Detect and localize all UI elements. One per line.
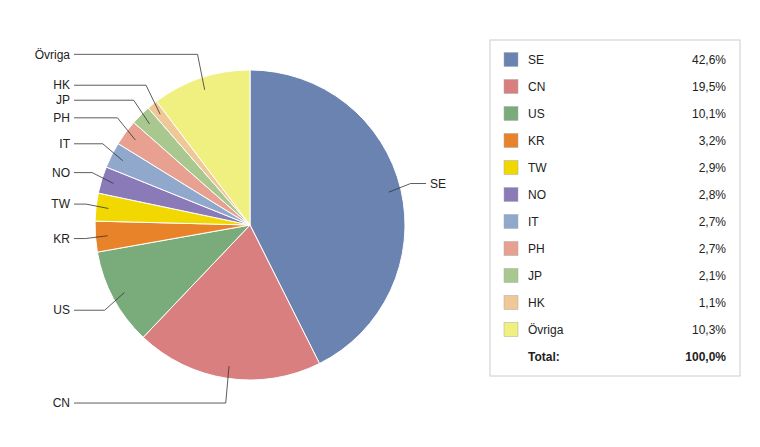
legend-label: PH bbox=[528, 242, 545, 256]
leader-line bbox=[74, 173, 114, 184]
slice-label: NO bbox=[52, 166, 70, 180]
chart: SECNUSKRTWNOITPHJPHKÖvrigaSE42,6%CN19,5%… bbox=[0, 0, 760, 447]
pie-slice bbox=[95, 221, 250, 252]
legend-swatch bbox=[504, 296, 518, 310]
legend-label: HK bbox=[528, 296, 545, 310]
legend-swatch bbox=[504, 134, 518, 148]
slice-label: CN bbox=[53, 396, 70, 410]
legend-label: NO bbox=[528, 188, 546, 202]
legend-value: 2,1% bbox=[699, 269, 727, 283]
slice-label: PH bbox=[53, 111, 70, 125]
legend-label: SE bbox=[528, 53, 544, 67]
legend-label: US bbox=[528, 107, 545, 121]
legend-value: 10,1% bbox=[692, 107, 726, 121]
slice-label: KR bbox=[53, 232, 70, 246]
legend-total-label: Total: bbox=[528, 350, 560, 364]
leader-line bbox=[74, 100, 149, 124]
legend-label: JP bbox=[528, 269, 542, 283]
legend-swatch bbox=[504, 269, 518, 283]
leader-line bbox=[74, 118, 135, 140]
slice-label: TW bbox=[51, 197, 70, 211]
leader-line bbox=[74, 144, 123, 161]
leader-line bbox=[74, 204, 108, 208]
leader-line bbox=[74, 236, 108, 239]
legend-swatch bbox=[504, 188, 518, 202]
legend: SE 42,6% CN 19,5% US 10,1% KR 3,2% TW 2,9% NO 2,8% I… bbox=[490, 40, 740, 376]
legend-box bbox=[490, 40, 740, 376]
leader-line bbox=[74, 366, 229, 403]
slice-labels: SE CN US KR TW NO IT PH JPHK Övriga bbox=[35, 48, 446, 411]
legend-swatch bbox=[504, 215, 518, 229]
legend-label: CN bbox=[528, 80, 545, 94]
leader-line bbox=[74, 293, 124, 311]
legend-value: 3,2% bbox=[699, 134, 727, 148]
pie bbox=[95, 70, 405, 380]
legend-swatch bbox=[504, 323, 518, 337]
leader-line bbox=[389, 184, 426, 193]
legend-swatch bbox=[504, 107, 518, 121]
legend-label: TW bbox=[528, 161, 547, 175]
legend-value: 2,9% bbox=[699, 161, 727, 175]
legend-swatch bbox=[504, 161, 518, 175]
legend-label: KR bbox=[528, 134, 545, 148]
legend-value: 19,5% bbox=[692, 80, 726, 94]
pie-slice bbox=[157, 70, 250, 225]
slice-label: JP bbox=[56, 93, 70, 107]
legend-label: Övriga bbox=[528, 323, 564, 337]
legend-value: 42,6% bbox=[692, 53, 726, 67]
legend-swatch bbox=[504, 242, 518, 256]
leader-line bbox=[74, 85, 160, 114]
slice-label: IT bbox=[59, 137, 70, 151]
slice-label: Övriga bbox=[35, 48, 71, 62]
legend-swatch bbox=[504, 80, 518, 94]
legend-swatch bbox=[504, 53, 518, 67]
slice-label: HK bbox=[53, 78, 70, 92]
legend-value: 2,7% bbox=[699, 215, 727, 229]
legend-label: IT bbox=[528, 215, 539, 229]
slice-label: US bbox=[53, 303, 70, 317]
legend-total-value: 100,0% bbox=[685, 350, 726, 364]
legend-value: 2,7% bbox=[699, 242, 727, 256]
legend-value: 2,8% bbox=[699, 188, 727, 202]
leader-line bbox=[74, 54, 205, 89]
slice-label: SE bbox=[430, 177, 446, 191]
legend-value: 10,3% bbox=[692, 323, 726, 337]
legend-value: 1,1% bbox=[699, 296, 727, 310]
